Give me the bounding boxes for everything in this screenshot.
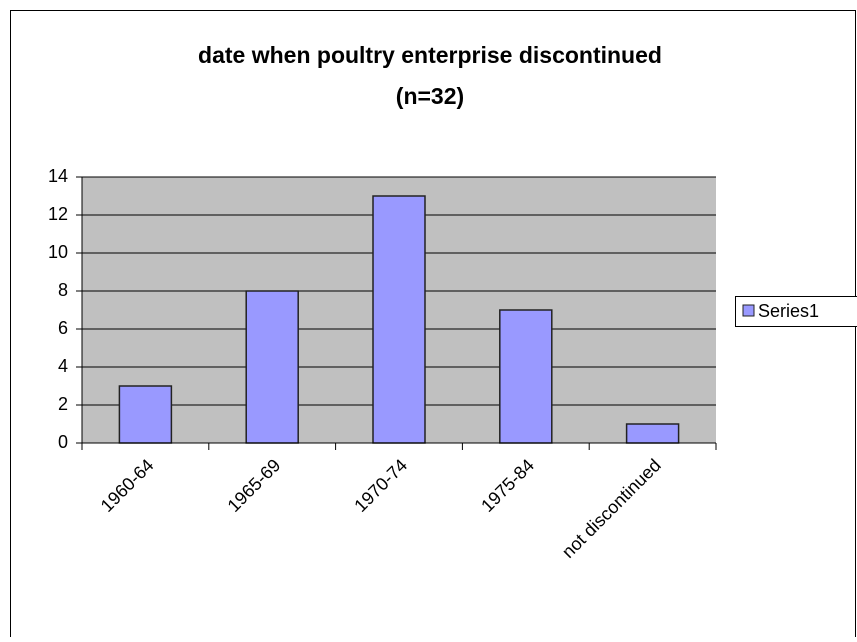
- y-tick-label: 4: [58, 356, 68, 376]
- y-tick-label: 12: [48, 204, 68, 224]
- y-tick-label: 10: [48, 242, 68, 262]
- y-tick-label: 8: [58, 280, 68, 300]
- bar: [627, 424, 679, 443]
- bar: [373, 196, 425, 443]
- y-tick-label: 14: [48, 166, 68, 186]
- y-tick-label: 6: [58, 318, 68, 338]
- legend-swatch: [743, 305, 754, 316]
- bar: [246, 291, 298, 443]
- bar: [119, 386, 171, 443]
- chart-subtitle: (n=32): [396, 83, 464, 109]
- legend-label: Series1: [758, 301, 819, 321]
- y-tick-label: 2: [58, 394, 68, 414]
- chart-title: date when poultry enterprise discontinue…: [198, 42, 662, 68]
- bar: [500, 310, 552, 443]
- y-tick-label: 0: [58, 432, 68, 452]
